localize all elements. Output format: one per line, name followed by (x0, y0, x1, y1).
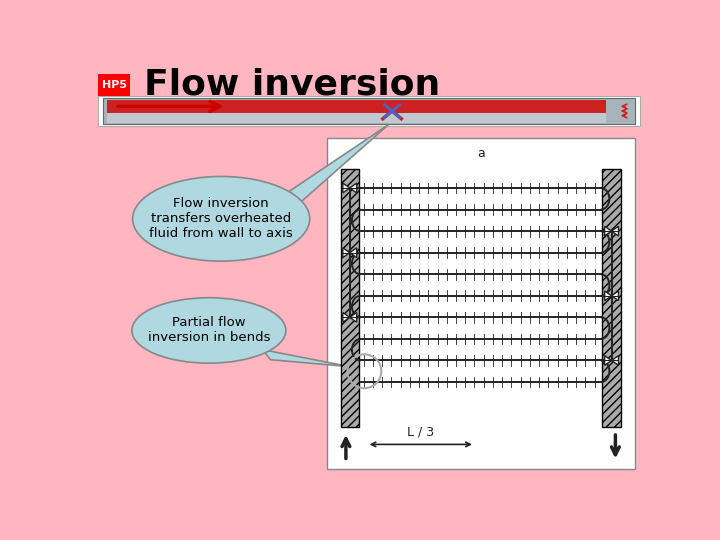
Polygon shape (283, 125, 388, 211)
FancyBboxPatch shape (603, 168, 621, 427)
Polygon shape (263, 350, 350, 367)
Polygon shape (343, 183, 350, 193)
Polygon shape (611, 356, 618, 366)
Polygon shape (605, 226, 611, 236)
Text: Flow inversion
transfers overheated
fluid from wall to axis: Flow inversion transfers overheated flui… (149, 197, 293, 240)
Polygon shape (350, 183, 356, 193)
Polygon shape (605, 291, 611, 301)
FancyBboxPatch shape (98, 96, 640, 126)
Polygon shape (611, 291, 618, 301)
FancyBboxPatch shape (104, 98, 634, 124)
FancyBboxPatch shape (98, 74, 130, 96)
Polygon shape (605, 356, 611, 366)
Text: HP5: HP5 (102, 80, 127, 90)
Text: a: a (477, 147, 485, 160)
Ellipse shape (132, 298, 286, 363)
Polygon shape (343, 313, 350, 322)
Polygon shape (343, 248, 350, 258)
FancyBboxPatch shape (341, 168, 359, 427)
Text: L / 3: L / 3 (408, 426, 434, 438)
Polygon shape (350, 248, 356, 258)
Ellipse shape (132, 177, 310, 261)
FancyBboxPatch shape (327, 138, 634, 469)
Text: Flow inversion: Flow inversion (144, 68, 441, 102)
Text: Partial flow
inversion in bends: Partial flow inversion in bends (148, 316, 270, 345)
FancyBboxPatch shape (107, 112, 606, 123)
Polygon shape (350, 313, 356, 322)
FancyBboxPatch shape (107, 100, 606, 112)
Polygon shape (611, 226, 618, 236)
